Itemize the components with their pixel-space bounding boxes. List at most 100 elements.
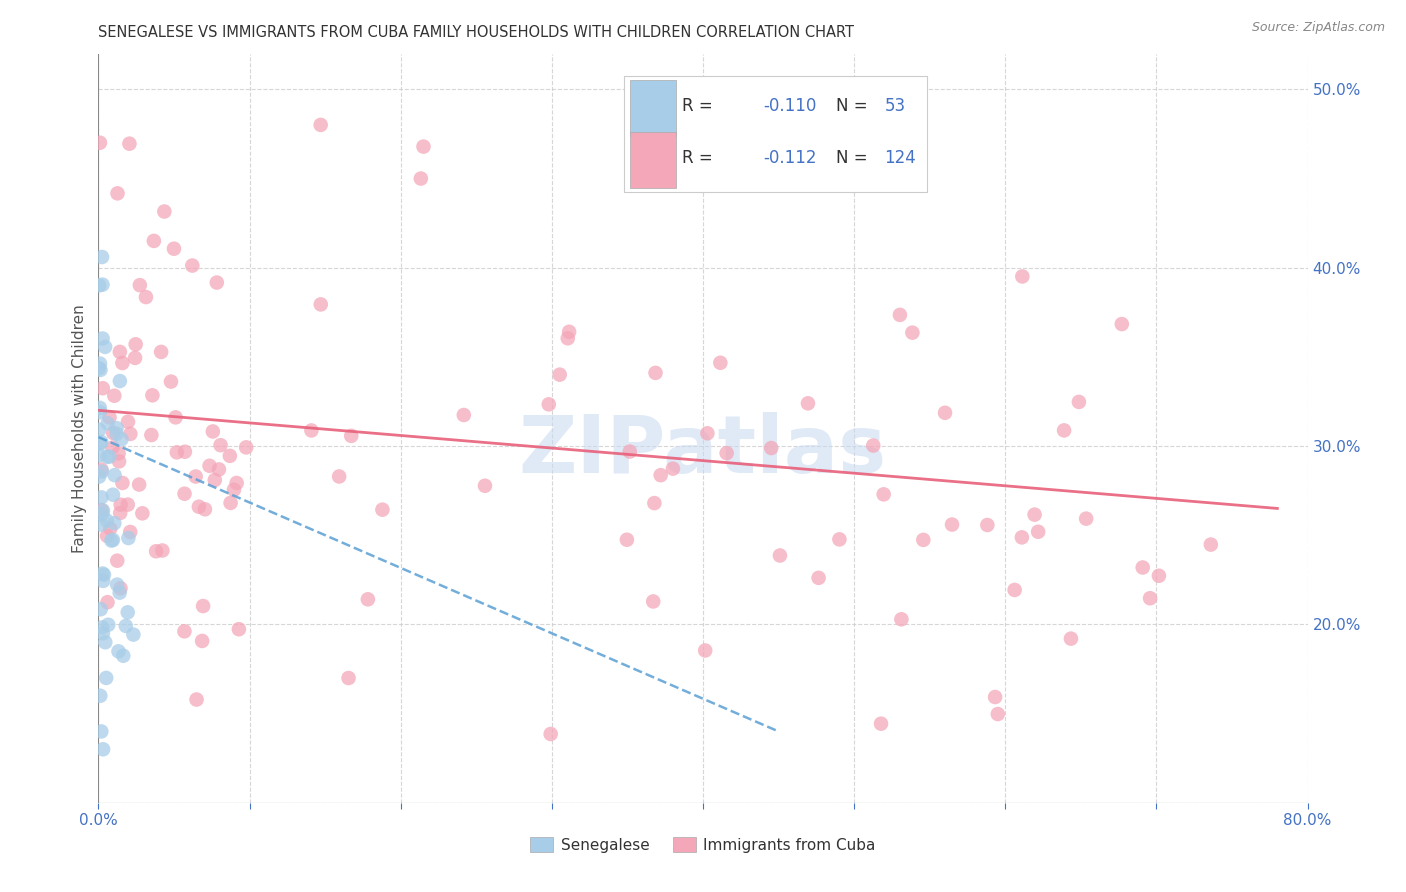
Point	[89, 437, 111, 451]
Point	[110, 582, 132, 596]
Point	[557, 331, 579, 345]
Point	[89, 423, 111, 437]
Point	[107, 186, 129, 201]
Point	[412, 139, 434, 153]
Point	[117, 531, 139, 545]
Point	[103, 516, 125, 531]
Point	[191, 634, 214, 648]
Y-axis label: Family Households with Children: Family Households with Children	[72, 304, 87, 552]
Point	[96, 450, 118, 464]
Point	[194, 502, 217, 516]
Point	[90, 465, 112, 479]
Point	[889, 308, 911, 322]
Point	[548, 368, 571, 382]
Point	[173, 486, 195, 500]
Point	[90, 503, 112, 517]
Point	[797, 396, 820, 410]
Point	[299, 424, 322, 438]
Point	[616, 533, 638, 547]
FancyBboxPatch shape	[630, 79, 676, 136]
Point	[209, 438, 232, 452]
Point	[89, 361, 111, 376]
Point	[117, 605, 139, 619]
Point	[117, 415, 139, 429]
Point	[650, 468, 672, 483]
Point	[105, 421, 128, 435]
Point	[409, 171, 432, 186]
Point	[142, 234, 165, 248]
Point	[912, 533, 935, 547]
Point	[128, 477, 150, 491]
Point	[131, 506, 153, 520]
Point	[198, 458, 221, 473]
Point	[96, 514, 118, 528]
Point	[89, 405, 111, 419]
Point	[828, 533, 851, 547]
FancyBboxPatch shape	[624, 76, 927, 192]
Point	[558, 325, 581, 339]
Point	[91, 332, 114, 346]
Point	[110, 498, 132, 512]
Point	[1111, 317, 1133, 331]
Point	[103, 425, 125, 440]
Point	[91, 574, 114, 588]
Text: N =: N =	[837, 97, 873, 115]
Point	[118, 136, 141, 151]
Point	[222, 483, 245, 497]
Point	[98, 410, 121, 425]
Text: R =: R =	[682, 97, 718, 115]
Point	[91, 742, 114, 756]
Point	[98, 450, 121, 464]
Point	[107, 446, 129, 460]
Point	[108, 506, 131, 520]
Point	[101, 533, 124, 547]
Point	[135, 290, 157, 304]
Point	[110, 432, 132, 446]
Point	[644, 366, 666, 380]
Point	[91, 503, 114, 517]
Point	[150, 345, 173, 359]
Point	[90, 602, 112, 616]
Point	[91, 566, 114, 581]
Point	[219, 496, 242, 510]
Point	[643, 496, 665, 510]
Point	[1076, 511, 1098, 525]
Point	[987, 706, 1010, 721]
Point	[173, 624, 195, 639]
Point	[309, 297, 332, 311]
Point	[90, 491, 112, 505]
Text: 53: 53	[884, 97, 905, 115]
Point	[112, 648, 135, 663]
Point	[228, 622, 250, 636]
Point	[235, 441, 257, 455]
Point	[101, 441, 124, 455]
Point	[163, 242, 186, 256]
Point	[91, 250, 114, 264]
Point	[984, 690, 1007, 704]
Point	[105, 554, 128, 568]
Point	[1053, 424, 1076, 438]
Point	[111, 356, 134, 370]
Point	[1011, 530, 1033, 544]
Point	[96, 529, 118, 543]
Point	[89, 469, 111, 483]
Point	[89, 357, 111, 371]
Point	[1139, 591, 1161, 606]
Point	[181, 259, 204, 273]
FancyBboxPatch shape	[630, 132, 676, 188]
Point	[96, 671, 118, 685]
Point	[91, 277, 114, 292]
Point	[976, 518, 998, 533]
Point	[696, 426, 718, 441]
Point	[901, 326, 924, 340]
Legend: Senegalese, Immigrants from Cuba: Senegalese, Immigrants from Cuba	[524, 830, 882, 859]
Point	[107, 644, 129, 658]
Point	[709, 356, 731, 370]
Point	[1199, 538, 1222, 552]
Point	[205, 276, 228, 290]
Point	[1067, 395, 1090, 409]
Point	[122, 627, 145, 641]
Point	[643, 594, 665, 608]
Point	[105, 426, 128, 441]
Text: R =: R =	[682, 150, 718, 168]
